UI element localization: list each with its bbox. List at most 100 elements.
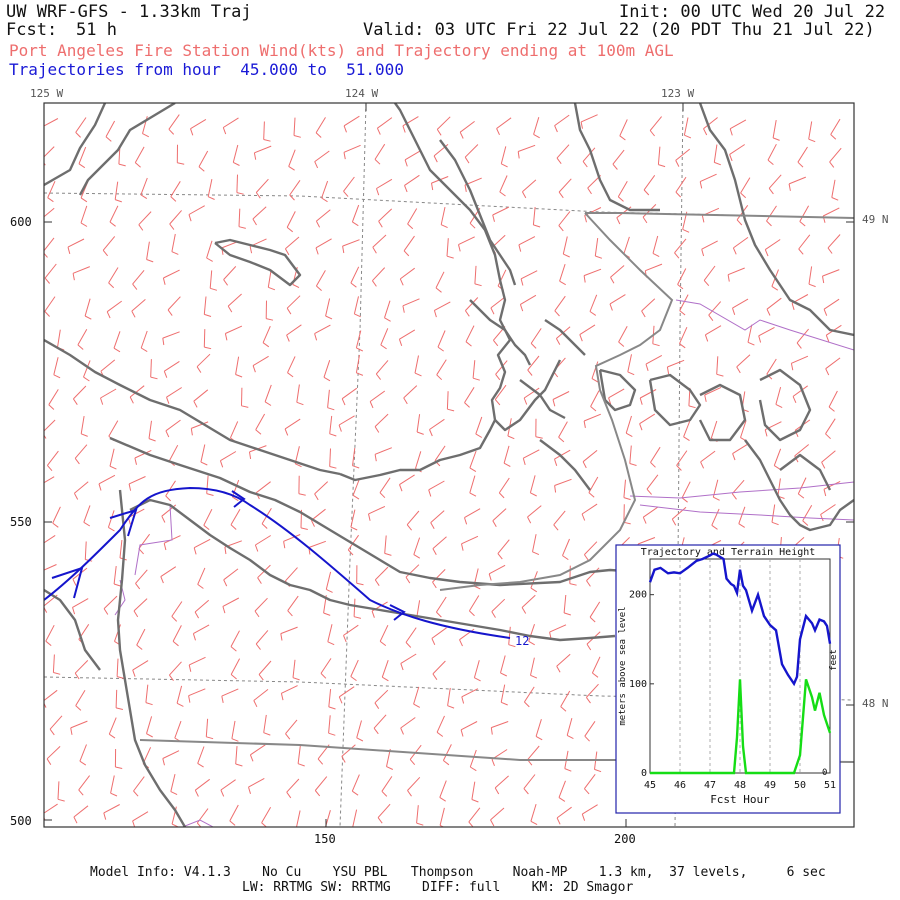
wind-barb [146,241,150,260]
frame-ticks [44,103,854,827]
wind-barb [569,565,571,584]
wind-barb [384,535,387,554]
wind-barb [128,508,145,519]
wind-barb-flag [491,611,496,618]
wind-barb [828,390,838,408]
wind-barb [825,357,841,370]
wind-barb-flag [249,451,252,459]
wind-barb [341,744,356,757]
wind-barb [286,778,300,793]
wind-barb [254,597,268,612]
wind-barb [766,358,777,375]
wind-barb-flag [474,677,481,682]
wind-barb-flag [799,221,806,227]
wind-barb-flag [369,401,374,409]
wind-barb [343,115,360,127]
wind-barb-flag [398,339,403,346]
wind-barb-flag [162,277,166,285]
y-grid-label-500: 500 [10,814,32,828]
wind-barb [255,630,269,645]
wind-barb [442,744,452,761]
wind-barb-flag [376,188,380,196]
wind-barb [641,298,656,312]
wind-barb-flag [446,255,454,259]
wind-barb-flag [115,707,124,710]
wind-barb [679,326,688,344]
wind-barb [582,450,598,463]
wind-barb-flag [528,640,535,646]
wind-barb [488,564,506,575]
wind-barb [231,720,236,739]
wind-barb-flag [352,465,360,469]
wind-barb [73,805,89,818]
wind-barb-flag [588,492,595,498]
wind-barb [176,685,183,704]
y-grid-label-550: 550 [10,515,32,529]
wind-barb-flag [464,310,470,317]
wind-barb-flag [384,552,392,556]
wind-barb [766,205,777,222]
wind-barb-flag [248,786,251,794]
wind-barb-flag [642,516,647,524]
wind-barb [200,444,206,463]
wind-barb-flag [108,282,115,289]
wind-barb-flag [223,279,229,286]
wind-barb-flag [558,436,565,443]
wind-barb [716,356,719,375]
wind-barb-flag [827,247,833,254]
wind-barb-flag [535,735,543,741]
wind-barb-flag [559,280,566,286]
wind-barb [671,506,687,520]
wind-barb-flag [286,307,292,315]
wind-barb [407,776,421,791]
wind-barb-flag [569,583,577,586]
wind-barb-flag [585,697,591,704]
wind-barb [777,478,781,497]
wind-barb-flag [440,224,448,229]
wind-barb-flag [296,401,304,406]
wind-barb-flag [530,820,538,826]
wind-barb [44,296,56,312]
wind-barb-flag [491,759,495,766]
wind-barb-flag [495,373,501,381]
wind-barb [499,175,508,193]
wind-barb-flag [469,610,475,617]
wind-barb-flag [610,276,615,284]
wind-barb-flag [666,366,670,374]
wind-barb [407,208,418,225]
wind-barb-flag [72,607,76,615]
wind-barb-flag [459,639,463,647]
wind-barb [523,686,535,703]
wind-barb [108,717,117,735]
inset-title: Trajectory and Terrain Height [641,547,816,558]
wind-barb [468,595,480,612]
wind-barb [490,807,505,821]
wind-barb [315,270,326,287]
wind-barb-flag [72,398,78,405]
wind-barb [796,328,809,344]
wind-barb [138,211,152,226]
wind-barb-flag [472,377,480,381]
wind-barb [732,298,749,309]
wind-barb [556,806,572,819]
wind-barb [320,658,332,674]
wind-barb [559,263,566,282]
wind-barb [188,656,206,666]
wind-barb [229,421,239,439]
wind-barb [323,360,331,378]
wind-barb [405,627,417,643]
wind-barb-flag [560,706,567,712]
wind-barb [350,266,360,284]
wind-barb-flag [354,313,361,318]
wind-barb [492,508,507,522]
wind-barb [492,206,510,216]
wind-barb-flag [460,729,464,737]
wind-barb-flag [113,347,121,353]
wind-barb-flag [558,797,566,802]
wind-barb-flag [264,401,272,406]
wind-barb-flag [193,547,197,555]
wind-barb [314,776,328,791]
wind-barb [439,807,445,826]
wind-barb [491,721,509,729]
wind-barb-flag [492,520,497,528]
